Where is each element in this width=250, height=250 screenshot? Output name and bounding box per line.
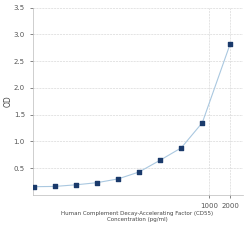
Point bbox=[32, 185, 36, 189]
Point bbox=[200, 121, 204, 125]
Point bbox=[179, 146, 183, 150]
Point bbox=[137, 170, 141, 174]
Point bbox=[228, 42, 232, 46]
Point bbox=[95, 181, 99, 185]
Y-axis label: OD: OD bbox=[3, 95, 12, 107]
Point bbox=[116, 177, 120, 181]
Point bbox=[53, 184, 57, 188]
X-axis label: Human Complement Decay-Accelerating Factor (CD55)
Concentration (pg/ml): Human Complement Decay-Accelerating Fact… bbox=[62, 212, 214, 222]
Point bbox=[74, 183, 78, 187]
Point bbox=[158, 158, 162, 162]
